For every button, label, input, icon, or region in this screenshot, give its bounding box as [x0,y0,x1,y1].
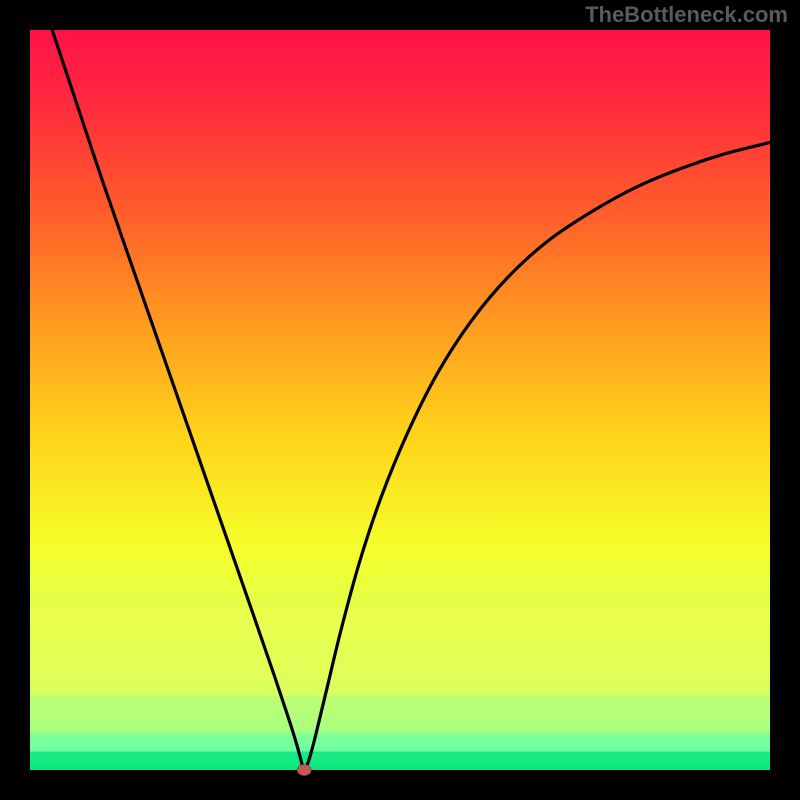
chart-container: TheBottleneck.com [0,0,800,800]
watermark-text: TheBottleneck.com [585,2,788,28]
bottleneck-curve-chart [0,0,800,800]
plot-area [30,30,770,776]
optimal-point-marker [297,765,311,776]
horizontal-stripe-bands [30,607,770,770]
